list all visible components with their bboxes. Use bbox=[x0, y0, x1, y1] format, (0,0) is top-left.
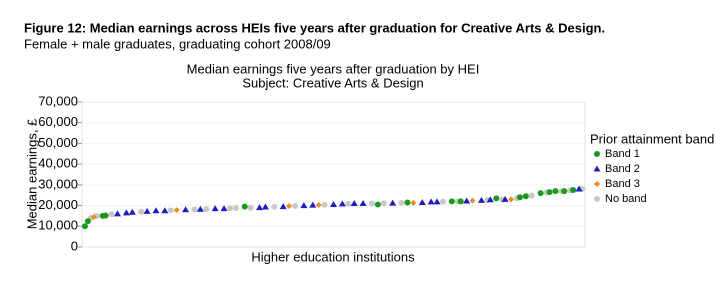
x-axis-label: Higher education institutions bbox=[251, 249, 415, 264]
point bbox=[516, 194, 523, 201]
point bbox=[211, 205, 219, 212]
point bbox=[167, 207, 174, 214]
point bbox=[374, 201, 381, 208]
point bbox=[418, 198, 426, 205]
point bbox=[537, 190, 544, 197]
y-tick-label: 70,000 bbox=[38, 93, 78, 108]
point bbox=[220, 205, 228, 212]
legend-marker bbox=[593, 165, 601, 172]
point bbox=[247, 204, 254, 211]
legend-marker bbox=[594, 181, 600, 187]
point bbox=[528, 192, 535, 199]
legend-label: No band bbox=[605, 193, 647, 205]
y-tick-label: 20,000 bbox=[38, 197, 78, 212]
y-tick-label: 40,000 bbox=[38, 156, 78, 171]
point bbox=[182, 206, 190, 213]
figure-subtitle: Female + male graduates, graduating coho… bbox=[24, 36, 331, 51]
point bbox=[350, 200, 358, 206]
legend-label: Band 2 bbox=[605, 163, 640, 175]
point bbox=[368, 200, 375, 207]
point bbox=[398, 199, 405, 206]
point bbox=[84, 218, 91, 225]
point bbox=[570, 187, 577, 194]
y-axis-label: Median earnings, £ bbox=[24, 118, 39, 229]
point bbox=[380, 200, 387, 207]
point bbox=[300, 202, 308, 209]
point bbox=[315, 201, 322, 208]
chart-title: Median earnings five years after graduat… bbox=[187, 61, 480, 76]
point bbox=[321, 201, 328, 208]
point bbox=[410, 199, 417, 206]
point bbox=[389, 199, 397, 206]
point bbox=[203, 206, 210, 213]
y-tick-label: 30,000 bbox=[38, 176, 78, 191]
y-tick-label: 0 bbox=[71, 238, 78, 253]
point bbox=[279, 203, 287, 210]
point bbox=[138, 208, 145, 215]
point bbox=[143, 207, 151, 214]
point bbox=[508, 196, 515, 203]
point bbox=[161, 207, 169, 214]
y-tick-label: 50,000 bbox=[38, 135, 78, 150]
legend-label: Band 1 bbox=[605, 148, 640, 160]
y-tick-label: 60,000 bbox=[38, 114, 78, 129]
point bbox=[232, 205, 239, 212]
point bbox=[477, 196, 485, 203]
y-tick-label: 10,000 bbox=[38, 218, 78, 233]
chart-subtitle: Subject: Creative Arts & Design bbox=[242, 75, 423, 90]
point bbox=[102, 212, 109, 219]
point bbox=[469, 197, 476, 204]
point bbox=[128, 208, 136, 215]
point bbox=[404, 199, 411, 206]
point bbox=[196, 205, 204, 212]
point bbox=[493, 195, 500, 202]
plot-frame bbox=[81, 101, 586, 248]
point bbox=[552, 188, 559, 195]
point bbox=[330, 201, 337, 208]
point bbox=[152, 207, 160, 214]
point bbox=[359, 200, 367, 206]
point bbox=[226, 205, 233, 212]
legend-title: Prior attainment band bbox=[590, 131, 714, 146]
point bbox=[546, 189, 553, 196]
legend-marker bbox=[594, 196, 600, 202]
point bbox=[122, 209, 130, 216]
point bbox=[457, 198, 464, 205]
point bbox=[256, 204, 264, 211]
point bbox=[522, 193, 529, 200]
point bbox=[81, 223, 88, 230]
point bbox=[309, 201, 317, 208]
point bbox=[173, 207, 180, 214]
point bbox=[439, 198, 446, 205]
point bbox=[427, 198, 435, 205]
point bbox=[286, 202, 293, 209]
point bbox=[501, 195, 509, 202]
point bbox=[261, 203, 269, 210]
point bbox=[271, 203, 278, 210]
legend-label: Band 3 bbox=[605, 178, 640, 190]
legend-marker bbox=[594, 151, 600, 157]
figure-title: Figure 12: Median earnings across HEIs f… bbox=[24, 20, 605, 35]
point bbox=[561, 188, 568, 195]
point bbox=[241, 203, 248, 210]
point bbox=[345, 200, 352, 207]
point bbox=[575, 185, 583, 192]
point bbox=[191, 206, 198, 213]
point bbox=[463, 197, 471, 204]
point bbox=[338, 200, 346, 207]
point bbox=[90, 213, 97, 220]
point bbox=[114, 210, 122, 217]
point bbox=[108, 211, 115, 218]
point bbox=[448, 198, 455, 205]
point bbox=[433, 198, 441, 205]
point bbox=[486, 196, 494, 203]
point bbox=[292, 202, 299, 209]
